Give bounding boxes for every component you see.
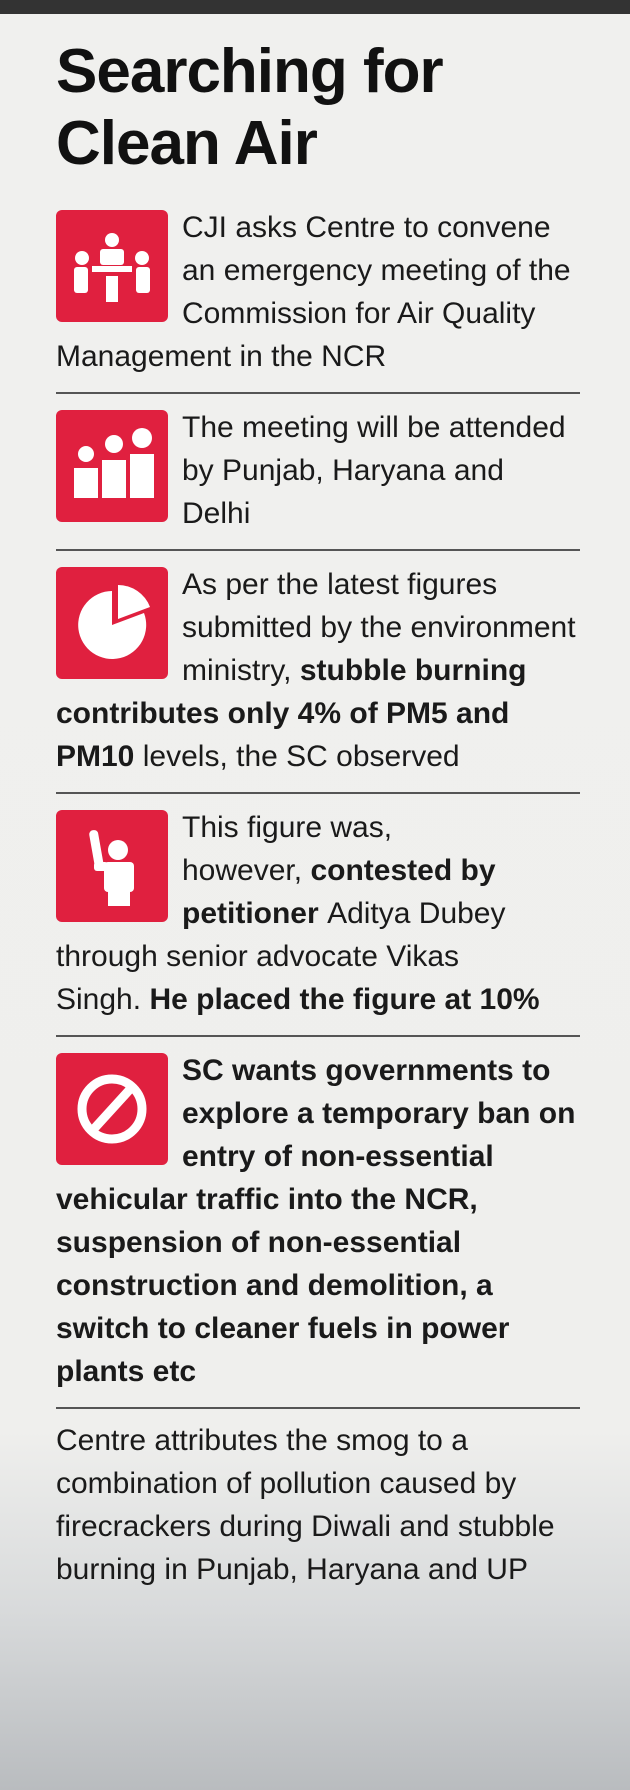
item: CJI asks Centre to convene an emergency … (56, 194, 580, 394)
item: As per the latest figures submitted by t… (56, 551, 580, 794)
hand-raise-icon (56, 810, 168, 922)
title: Searching for Clean Air (56, 37, 444, 178)
meeting-icon (56, 210, 168, 322)
text: The meeting will be attended by Punjab, … (182, 411, 566, 530)
item: SC wants governments to explore a tempor… (56, 1037, 580, 1409)
item: This figure was, however, contested by pe… (56, 794, 580, 1037)
item: The meeting will be attended by Punjab, … (56, 394, 580, 551)
group-icon (56, 410, 168, 522)
footer-text: Centre attributes the smog to a combinat… (56, 1424, 555, 1586)
ban-icon (56, 1053, 168, 1165)
text: CJI asks Centre to convene an emergency … (56, 211, 571, 373)
text: As per the latest figures submitted by t… (182, 568, 576, 687)
pie-icon (56, 567, 168, 679)
top-bar (0, 0, 630, 14)
text: Aditya Dubey through senior advocate Vik… (56, 897, 506, 1016)
bold-text: stubble burning contributes only 4% of P… (56, 654, 527, 773)
content: CJI asks Centre to convene an emergency … (56, 194, 580, 1591)
bold-text: contested by petitioner (182, 854, 496, 930)
text: levels, the SC observed (142, 740, 460, 773)
bold-text: He placed the figure at 10% (149, 983, 540, 1016)
text: This figure was, however, (182, 811, 393, 887)
bold-text: SC wants governments to explore a tempor… (56, 1054, 576, 1388)
